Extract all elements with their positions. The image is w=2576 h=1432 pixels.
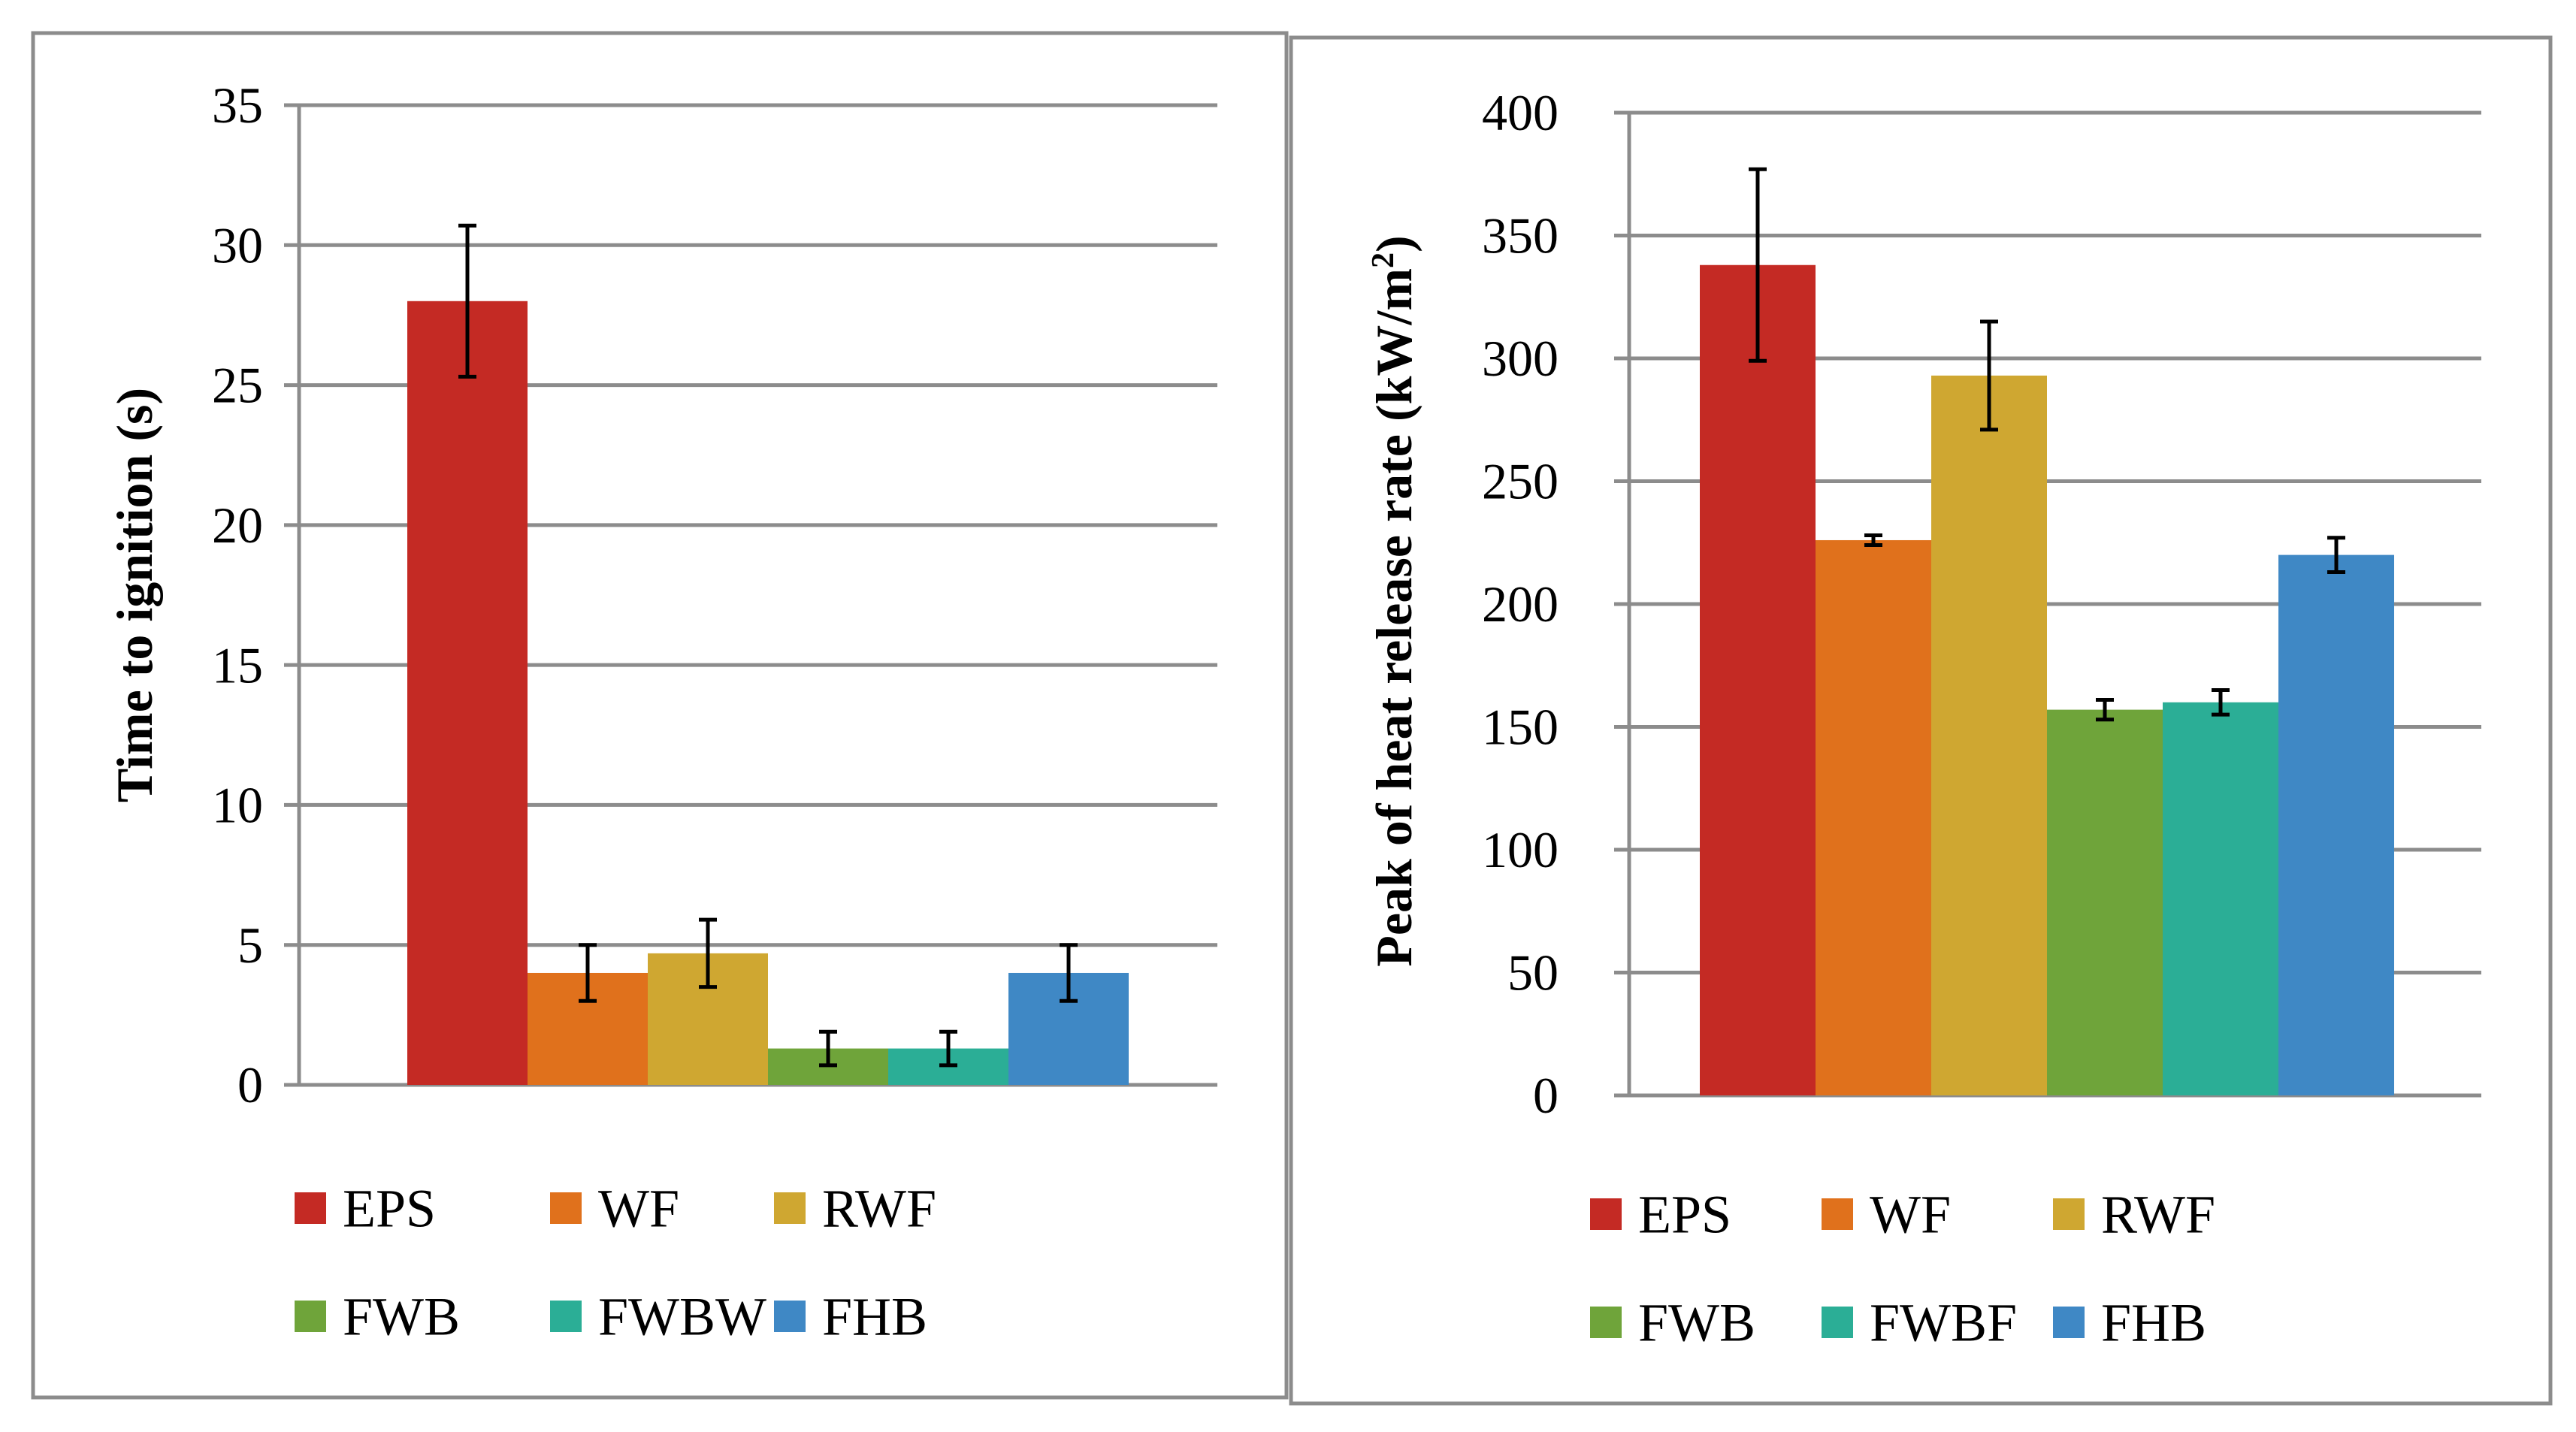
- legend-label-fwbf: FWBF: [1870, 1292, 2017, 1352]
- y-tick-label: 400: [1482, 84, 1559, 141]
- legend-swatch-eps: [295, 1192, 326, 1224]
- y-tick-label: 0: [1533, 1067, 1559, 1124]
- y-axis-label: Time to ignition (s): [106, 388, 163, 802]
- legend-label-fwb: FWB: [343, 1286, 460, 1346]
- legend-label-wf: WF: [1870, 1184, 1951, 1244]
- legend-swatch-wf: [550, 1192, 582, 1224]
- y-tick-label: 25: [212, 357, 263, 414]
- y-tick-label: 5: [237, 917, 263, 974]
- legend-swatch-eps: [1590, 1198, 1622, 1230]
- legend-swatch-fwb: [1590, 1307, 1622, 1338]
- y-axis-label-end: ): [1365, 235, 1423, 252]
- legend-swatch-fhb: [2053, 1307, 2085, 1338]
- bar-eps: [407, 301, 528, 1085]
- y-axis-label: Peak of heat release rate (kW/m2): [1365, 235, 1423, 966]
- peak-heat-release-rate-chart: 0 50 100 150 200 250 300 350 400 Peak of heat rel…: [1365, 84, 2481, 1352]
- y-tick-label: 20: [212, 497, 263, 554]
- legend-swatch-wf: [1822, 1198, 1853, 1230]
- legend-label-fhb: FHB: [822, 1286, 927, 1346]
- legend-swatch-rwf: [774, 1192, 806, 1224]
- y-tick-label: 10: [212, 777, 263, 834]
- bar-fwb: [2047, 709, 2163, 1095]
- y-tick-label: 150: [1482, 699, 1559, 756]
- y-tick-label: 35: [212, 77, 263, 134]
- legend-label-eps: EPS: [343, 1178, 436, 1238]
- bar-fwbf: [2163, 702, 2278, 1095]
- y-tick-label: 300: [1482, 330, 1559, 387]
- y-tick-label: 250: [1482, 453, 1559, 510]
- legend-label-rwf: RWF: [822, 1178, 936, 1238]
- left-panel-frame: [31, 31, 1289, 1400]
- legend-swatch-fwb: [295, 1301, 326, 1332]
- right-panel-frame: [1289, 35, 2553, 1406]
- legend-swatch-rwf: [2053, 1198, 2085, 1230]
- y-tick-label: 0: [237, 1056, 263, 1113]
- legend-label-rwf: RWF: [2101, 1184, 2215, 1244]
- legend-label-fhb: FHB: [2101, 1292, 2206, 1352]
- legend-label-eps: EPS: [1638, 1184, 1731, 1244]
- bar-rwf: [1931, 375, 2047, 1095]
- bar-fhb: [2278, 554, 2394, 1095]
- legend-swatch-fwbw: [550, 1301, 582, 1332]
- legend-swatch-fhb: [774, 1301, 806, 1332]
- y-tick-label: 50: [1507, 944, 1559, 1001]
- legend-swatch-fwbf: [1822, 1307, 1853, 1338]
- bar-wf: [1816, 539, 1931, 1095]
- y-tick-label: 350: [1482, 207, 1559, 264]
- time-to-ignition-chart: 0 5 10 15 20 25 30 35 Time to ignition (s) EPS WF R…: [106, 77, 1217, 1346]
- bar-eps: [1700, 264, 1816, 1095]
- y-tick-label: 15: [212, 636, 263, 693]
- y-tick-label: 100: [1482, 821, 1559, 878]
- y-axis-label-superscript: 2: [1365, 252, 1401, 268]
- legend-label-wf: WF: [598, 1178, 679, 1238]
- legend-label-fwb: FWB: [1638, 1292, 1755, 1352]
- legend-label-fwbw: FWBW: [598, 1286, 766, 1346]
- y-tick-label: 30: [212, 216, 263, 273]
- y-axis-label-main: Peak of heat release rate (kW/m: [1365, 268, 1423, 967]
- y-tick-label: 200: [1482, 576, 1559, 633]
